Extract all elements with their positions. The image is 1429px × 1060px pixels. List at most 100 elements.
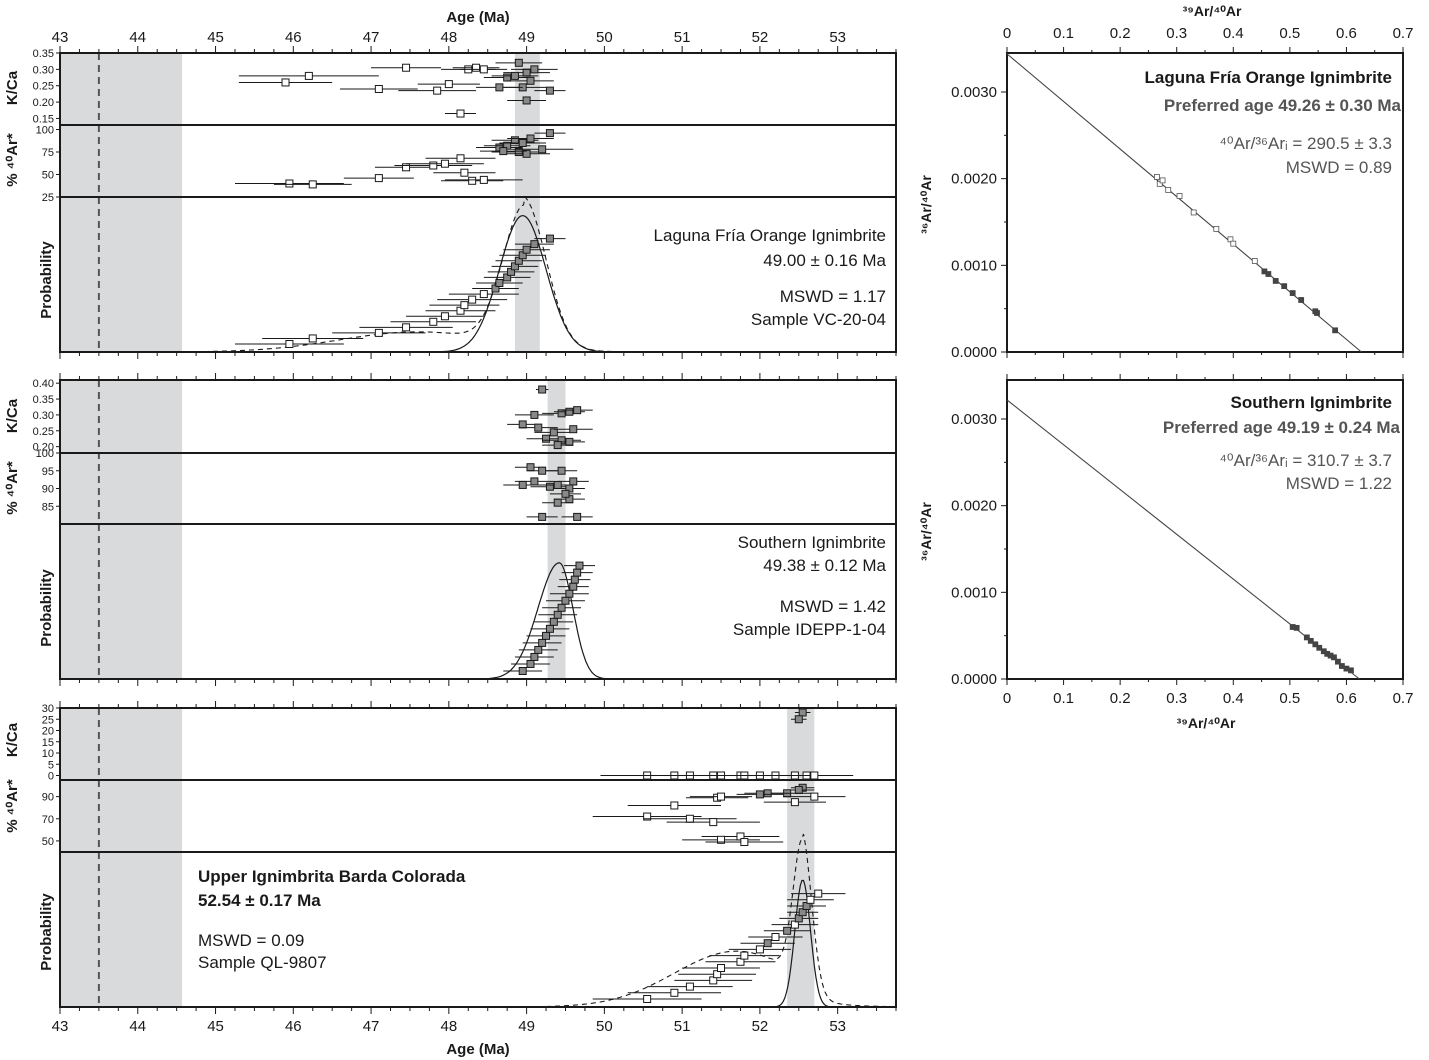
- southern-age: 49.38 ± 0.12 Ma: [763, 556, 886, 575]
- ar-point-laguna: [522, 149, 531, 158]
- iso-top-xtick-label: 0.2: [1110, 25, 1131, 42]
- ar-tick-southern: 90: [42, 484, 54, 496]
- top-tick-label-53: 53: [829, 29, 846, 46]
- bottom-tick-label-51: 51: [674, 1018, 691, 1035]
- kca-point-southern: [530, 410, 539, 419]
- iso-bottom-xtick-label: 0.7: [1393, 690, 1414, 707]
- bottom-tick-label-44: 44: [129, 1018, 146, 1035]
- bottom-tick-label-48: 48: [440, 1018, 457, 1035]
- iso-bottom-xtick-label: 0.6: [1336, 690, 1357, 707]
- bottom-tick-label-47: 47: [363, 1018, 380, 1035]
- iso-ytick-southern-iso: 0.0000: [951, 671, 997, 688]
- isochron-graphics-laguna-iso: 0.0000 0.0010 0.0020 0.0030 ³⁶Ar/⁴⁰Ar: [918, 47, 1404, 361]
- kca-tick-southern: 0.20: [33, 442, 54, 454]
- barda-mswd: MSWD = 0.09: [198, 931, 304, 950]
- isochron-graphics-southern-iso: 0.0000 0.0010 0.0020 0.0030 ³⁶Ar/⁴⁰Ar: [918, 374, 1404, 688]
- grey-band-laguna: [60, 53, 183, 352]
- prob-point-barda: [755, 945, 764, 954]
- ar-point-barda: [810, 792, 819, 801]
- iso-point-laguna-iso: [1289, 290, 1296, 296]
- kca-point-southern: [518, 420, 527, 429]
- kca-label-laguna: K/Ca: [4, 70, 21, 105]
- kca-tick-barda: 5: [48, 759, 54, 771]
- prob-label-barda: Probability: [38, 893, 55, 971]
- iso-point-southern-iso: [1307, 637, 1314, 644]
- iso-point-laguna-iso: [1314, 310, 1320, 316]
- prob-point-southern: [570, 575, 579, 584]
- iso-point-laguna-iso: [1265, 271, 1272, 277]
- prob-point-laguna: [522, 245, 531, 254]
- ar-tick-barda: 90: [42, 792, 54, 804]
- kca-point-barda: [798, 708, 807, 717]
- panel-laguna: Laguna Fría Orange Ignimbrite 49.00 ± 0.…: [654, 226, 887, 329]
- iso-point-laguna-iso: [1281, 283, 1288, 290]
- top-tick-label-48: 48: [440, 29, 457, 46]
- kca-tick-barda: 10: [42, 748, 54, 760]
- kca-point-laguna: [530, 65, 539, 74]
- prob-point-southern: [569, 582, 578, 591]
- iso-ytick-laguna-iso: 0.0000: [951, 344, 997, 361]
- ar-point-barda: [794, 785, 803, 794]
- ar-point-barda: [740, 838, 749, 847]
- prob-point-laguna: [285, 340, 294, 348]
- prob-point-barda: [670, 988, 679, 997]
- iso-point-southern-iso: [1316, 644, 1323, 651]
- probability-curve-southern: [60, 562, 896, 680]
- kca-point-laguna: [444, 80, 453, 89]
- iso-point-laguna-iso: [1251, 258, 1258, 264]
- kca-point-laguna: [514, 58, 523, 67]
- prob-point-barda: [685, 982, 694, 991]
- kca-point-laguna: [402, 63, 411, 72]
- iso-point-southern-iso: [1348, 667, 1354, 674]
- grey-band-barda: [60, 708, 183, 1007]
- left-top-axis: 43 44 45 46 47 48 49 50 51 52 53: [52, 29, 846, 46]
- prob-point-barda: [763, 939, 772, 948]
- ar-point-southern: [530, 477, 539, 486]
- iso-top-xtick-label: 0.1: [1053, 25, 1074, 42]
- kca-point-southern: [565, 437, 574, 446]
- top-tick-label-46: 46: [285, 29, 302, 46]
- bottom-tick-label-43: 43: [52, 1018, 69, 1035]
- southern-sample: Sample IDEPP-1-04: [733, 620, 886, 639]
- iso-southern-ratio: ⁴⁰Ar/³⁶Arᵢ = 310.7 ± 3.7: [1220, 451, 1393, 470]
- top-tick-label-47: 47: [363, 29, 380, 46]
- ar-point-laguna: [440, 159, 449, 168]
- ar-tick-southern: 95: [42, 466, 54, 478]
- ar-point-laguna: [545, 129, 554, 138]
- right-bottom-axis-label: ³⁹Ar/⁴⁰Ar: [1177, 715, 1236, 731]
- iso-ytick-southern-iso: 0.0030: [951, 411, 997, 428]
- iso-ylabel-southern-iso: ³⁶Ar/⁴⁰Ar: [918, 502, 934, 561]
- prob-label-southern: Probability: [38, 569, 55, 647]
- kca-point-laguna: [472, 63, 481, 72]
- prob-point-laguna: [495, 278, 504, 287]
- kca-point-laguna: [433, 86, 442, 95]
- prob-point-southern: [575, 561, 584, 570]
- iso-bottom-xtick-label: 0.3: [1166, 690, 1187, 707]
- kca-point-southern: [565, 407, 574, 416]
- kca-tick-barda: 20: [42, 726, 54, 738]
- iso-bottom-xtick-label: 0.2: [1110, 690, 1131, 707]
- iso-top-xtick-label: 0.6: [1336, 25, 1357, 42]
- left-bottom-axis: 43 44 45 46 47 48 49 50 51 52 53: [52, 1018, 846, 1035]
- ar-label-southern: % ⁴⁰Ar*: [4, 461, 21, 515]
- kca-point-laguna: [374, 85, 383, 93]
- kca-label-barda: K/Ca: [4, 722, 21, 757]
- kca-tick-southern: 0.25: [33, 426, 54, 438]
- kca-tick-barda: 15: [42, 737, 54, 749]
- barda-title: Upper Ignimbrita Barda Colorada: [198, 867, 466, 886]
- ar-point-southern: [518, 480, 527, 489]
- iso-ylabel-laguna-iso: ³⁶Ar/⁴⁰Ar: [918, 175, 934, 234]
- iso-laguna-preferred: Preferred age 49.26 ± 0.30 Ma: [1164, 96, 1402, 115]
- kca-tick-barda: 30: [42, 703, 54, 715]
- ar-point-barda: [643, 812, 652, 821]
- ar-point-laguna: [374, 174, 383, 183]
- ar-point-barda: [709, 818, 718, 827]
- prob-point-laguna: [429, 317, 438, 326]
- probability-cumulative-barda: [60, 833, 896, 1008]
- prob-point-barda: [771, 933, 780, 941]
- ar-point-laguna: [538, 145, 547, 154]
- kca-point-laguna: [526, 76, 535, 85]
- prob-point-southern: [534, 645, 543, 654]
